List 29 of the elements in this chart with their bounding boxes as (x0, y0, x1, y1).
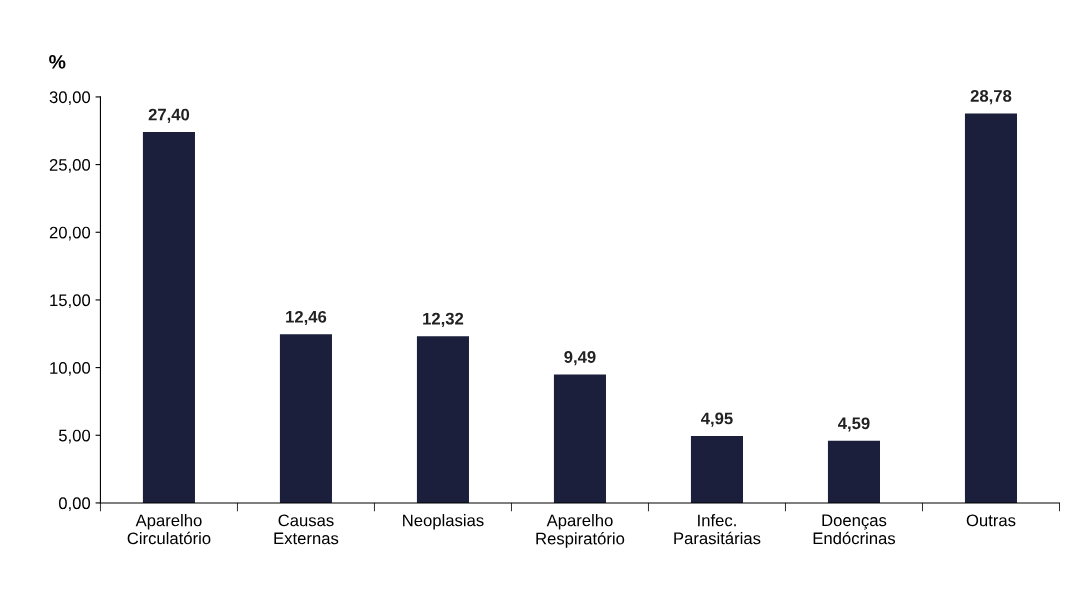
x-tick-label: Causas Externas (274, 514, 339, 545)
x-tick-label: Outras (966, 514, 1016, 527)
data-label: 28,78 (970, 90, 1012, 105)
data-label: 12,46 (286, 310, 327, 326)
data-label: 9,49 (564, 351, 596, 366)
x-tick-label: Neoplasias (403, 514, 484, 530)
y-tick-label: 25,00 (49, 158, 91, 173)
y-tick-label: 5,00 (58, 429, 91, 444)
data-label: 27,40 (148, 108, 190, 123)
data-label: 12,32 (423, 312, 464, 327)
bar (827, 440, 880, 503)
y-tick-label: 10,00 (50, 362, 91, 376)
bar (416, 336, 469, 503)
y-tick-label: 30,00 (49, 91, 91, 106)
bar (142, 132, 195, 503)
y-tick-label: 0,00 (58, 497, 91, 512)
x-tick-label: Infec. Parasitárias (674, 514, 761, 545)
data-label: 4,59 (838, 417, 870, 432)
x-tick-label: Aparelho Respiratório (536, 514, 625, 548)
y-axis-title: % (49, 55, 66, 69)
y-tick-label: 20,00 (49, 226, 91, 241)
data-label: 4,95 (701, 412, 733, 427)
bar (553, 374, 606, 503)
x-tick-label: Doenças Endócrinas (813, 514, 896, 545)
bar (964, 113, 1018, 503)
x-tick-label: Aparelho Circulatório (127, 514, 211, 545)
bar (690, 435, 743, 503)
y-tick-label: 15,00 (50, 294, 91, 309)
bar (279, 334, 332, 503)
